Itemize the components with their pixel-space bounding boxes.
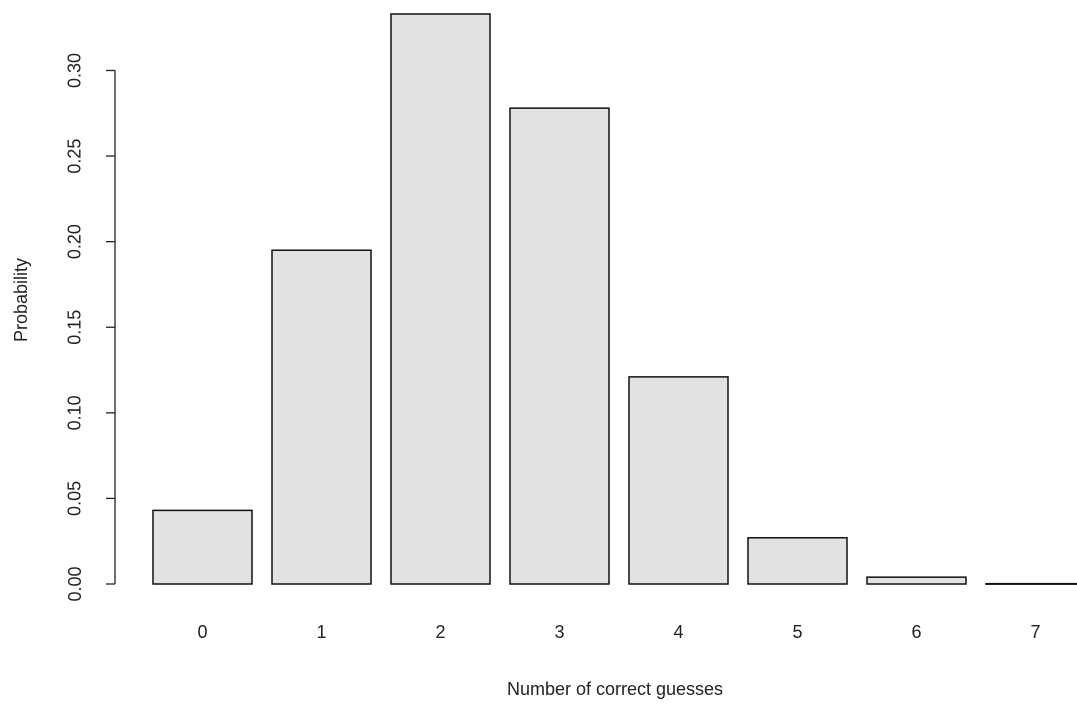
- bar: [152, 509, 253, 585]
- bar: [747, 537, 848, 585]
- y-tick-label: 0.05: [65, 481, 85, 516]
- y-axis-label: Probability: [11, 258, 31, 342]
- y-tick-label: 0.15: [65, 310, 85, 345]
- x-axis-label: Number of correct guesses: [507, 679, 723, 699]
- y-tick-label: 0.20: [65, 224, 85, 259]
- x-tick-label: 4: [673, 622, 683, 642]
- x-tick-label: 5: [792, 622, 802, 642]
- y-tick-label: 0.00: [65, 566, 85, 601]
- bar: [628, 376, 729, 585]
- x-tick-label: 1: [316, 622, 326, 642]
- x-tick-label: 0: [197, 622, 207, 642]
- bar: [985, 582, 1077, 585]
- bar: [390, 13, 491, 585]
- x-tick-label: 2: [435, 622, 445, 642]
- x-tick-label: 3: [554, 622, 564, 642]
- x-tick-label: 7: [1030, 622, 1040, 642]
- y-tick-label: 0.10: [65, 395, 85, 430]
- y-tick-label: 0.30: [65, 53, 85, 88]
- bar: [866, 576, 967, 585]
- x-tick-label: 6: [911, 622, 921, 642]
- bar: [271, 249, 372, 585]
- y-tick-label: 0.25: [65, 139, 85, 174]
- bar: [509, 107, 610, 585]
